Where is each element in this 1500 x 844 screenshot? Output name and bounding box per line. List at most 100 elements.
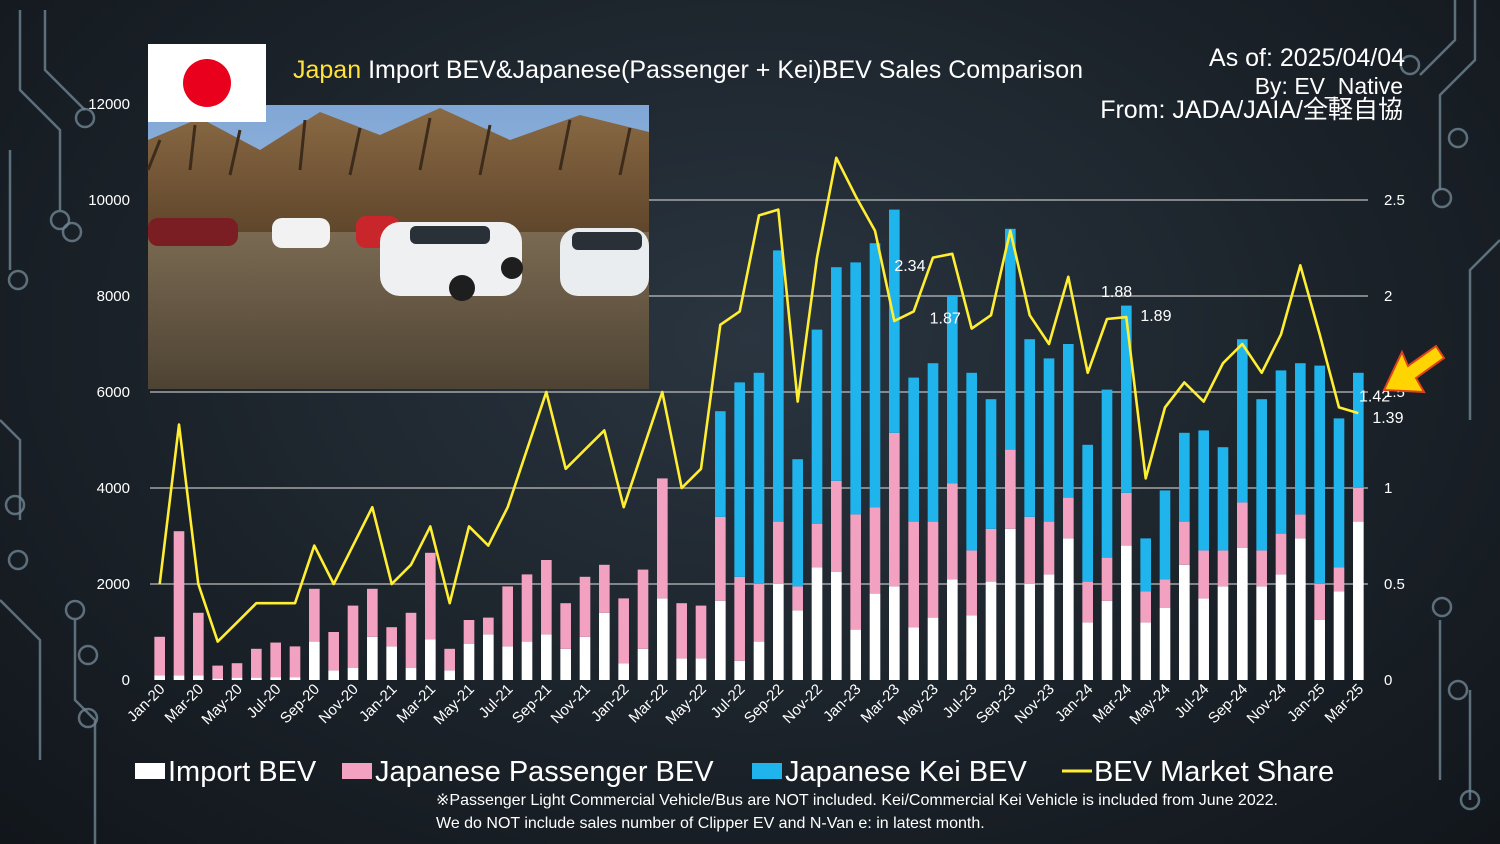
bar-segment	[309, 588, 320, 642]
bar-segment	[1217, 447, 1229, 551]
bar-segment	[1140, 622, 1151, 680]
legend-label-kei: Japanese Kei BEV	[785, 756, 1027, 788]
share-annotation: 2.34	[894, 258, 925, 275]
bar-segment	[792, 610, 803, 680]
left-tick-label: 10000	[88, 192, 130, 209]
bar-segment	[193, 675, 204, 680]
bar-segment	[251, 677, 262, 680]
bar-segment	[193, 612, 204, 676]
legend-label-passenger: Japanese Passenger BEV	[375, 756, 714, 788]
x-tick-label: Jan-22	[588, 681, 632, 725]
bar-segment	[212, 665, 223, 679]
bar-segment	[947, 483, 958, 580]
right-axis-ticks: 00.511.522.5	[1384, 192, 1405, 689]
left-tick-label: 2000	[97, 576, 130, 593]
bar-segment	[1024, 516, 1035, 584]
bar-segment	[1063, 497, 1074, 539]
x-tick-label: Sep-20	[277, 681, 323, 727]
legend: Import BEV Japanese Passenger BEV Japane…	[135, 756, 1334, 788]
bar-segment	[502, 586, 513, 647]
x-tick-label: Mar-21	[394, 681, 440, 727]
x-tick-label: May-21	[430, 681, 477, 728]
x-tick-label: Jan-24	[1052, 681, 1096, 725]
bar-segment	[1275, 533, 1287, 575]
bar-segment	[560, 603, 571, 649]
legend-swatch-passenger	[342, 763, 372, 779]
bar-segment	[1237, 548, 1248, 680]
share-annotation: 1.89	[1140, 308, 1171, 325]
right-tick-label: 1	[1384, 480, 1392, 497]
bar-segment	[1005, 228, 1016, 450]
data-source: From: JADA/JAIA/全軽自協	[1100, 96, 1403, 124]
bar-segment	[270, 642, 281, 678]
bar-segment	[463, 620, 475, 644]
bar-segment	[231, 677, 243, 680]
bar-segment	[483, 634, 494, 680]
bar-segment	[1275, 370, 1287, 534]
bar-segment	[1333, 418, 1345, 568]
chart-title: Japan Import BEV&Japanese(Passenger + Ke…	[293, 56, 1083, 84]
bar-segment	[618, 663, 629, 680]
title-country: Japan	[293, 56, 361, 84]
bar-segment	[1333, 567, 1345, 592]
bar-segment	[985, 528, 997, 582]
bar-segment	[1256, 586, 1267, 680]
bar-segment	[1140, 538, 1151, 592]
left-tick-label: 8000	[97, 288, 130, 305]
parked-cars-photo	[146, 105, 649, 389]
share-annotation: 1.88	[1101, 284, 1132, 301]
bar-segment	[657, 598, 668, 680]
bar-segment	[966, 550, 977, 616]
japan-flag-icon	[148, 44, 266, 122]
bar-segment	[251, 648, 262, 678]
bar-segment	[850, 629, 861, 680]
bar-segment	[966, 615, 977, 680]
bar-segment	[173, 675, 185, 680]
bar-segment	[1314, 620, 1325, 680]
bar-segment	[1275, 574, 1287, 680]
x-tick-label: Nov-21	[548, 681, 594, 727]
x-tick-label: Jan-20	[124, 681, 168, 725]
x-tick-label: May-20	[198, 681, 245, 728]
bar-segment	[1121, 492, 1132, 546]
bar-segment	[1314, 365, 1325, 584]
x-tick-label: Nov-20	[316, 681, 362, 727]
bar-segment	[483, 617, 494, 635]
bar-segment	[1237, 339, 1248, 503]
bar-segment	[1101, 557, 1113, 601]
bar-segment	[1217, 550, 1229, 587]
bar-segment	[1353, 488, 1364, 522]
bar-segment	[831, 480, 842, 572]
bar-segment	[657, 478, 668, 599]
bar-segment	[1024, 339, 1035, 517]
bar-segment	[1121, 305, 1132, 493]
market-share-line-layer	[158, 156, 1359, 643]
bar-segment	[328, 632, 339, 671]
x-tick-label: Nov-22	[780, 681, 826, 727]
bar-segment	[927, 521, 939, 618]
bar-segment	[386, 627, 397, 647]
right-tick-label: 0	[1384, 672, 1392, 689]
bar-segment	[328, 670, 339, 680]
bar-segment	[927, 617, 939, 680]
share-annotation: 1.87	[930, 310, 961, 327]
x-tick-label: Sep-22	[741, 681, 787, 727]
bar-segment	[1295, 363, 1306, 515]
bar-segment	[947, 579, 958, 680]
bar-segment	[1101, 389, 1113, 558]
bar-segment	[869, 593, 881, 680]
x-tick-label: Mar-24	[1090, 681, 1136, 727]
bar-segment	[927, 363, 939, 522]
bar-segment	[792, 459, 803, 587]
bar-segment	[367, 588, 378, 637]
bar-segment	[1159, 579, 1171, 608]
bar-segment	[1295, 514, 1306, 539]
bar-segment	[637, 648, 649, 680]
bar-segment	[773, 250, 784, 522]
x-tick-label: Mar-23	[858, 681, 904, 727]
bar-segment	[579, 576, 591, 637]
footnote-1: ※Passenger Light Commercial Vehicle/Bus …	[436, 792, 1278, 809]
left-tick-label: 12000	[88, 96, 130, 113]
bar-segment	[1101, 600, 1113, 680]
